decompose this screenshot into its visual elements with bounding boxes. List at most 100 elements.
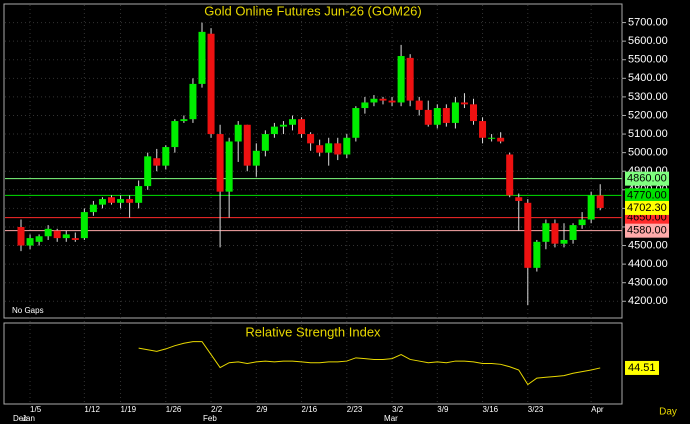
x-tick-label: 3/2 (392, 405, 404, 414)
candle-body (98, 199, 106, 205)
level-label-bg (625, 171, 669, 186)
candle-body (180, 119, 188, 122)
y-tick-label: 5100.00 (628, 128, 668, 140)
candle-body (298, 119, 306, 135)
candle-body (144, 156, 152, 187)
candle-body (379, 98, 387, 101)
candle-body (44, 228, 52, 237)
candle-body (126, 199, 134, 203)
candle-body (316, 145, 324, 153)
candle-body (479, 121, 487, 138)
candle-body (135, 186, 143, 203)
candle-body (62, 234, 70, 239)
candle-body (397, 56, 405, 103)
rsi-line (138, 341, 601, 386)
candle-body (524, 202, 532, 268)
candle-body (89, 204, 97, 213)
month-label: Mar (384, 414, 398, 423)
candle-body (352, 108, 360, 138)
candle-body (207, 33, 215, 135)
candle-body (26, 238, 34, 246)
candle-body (587, 195, 595, 220)
month-label: Dec (13, 414, 27, 423)
y-tick-label: 5000.00 (628, 147, 668, 159)
candle-body (307, 134, 315, 144)
candle-body (261, 134, 269, 151)
level-label-bg (625, 223, 669, 238)
candle-body (53, 230, 61, 239)
candle-body (35, 236, 43, 242)
y-tick-label: 5200.00 (628, 109, 668, 121)
x-axis-label: Day (659, 407, 677, 418)
x-tick-label: 2/16 (302, 405, 318, 414)
level-label: 4770.00 (627, 189, 667, 201)
x-tick-label: 1/19 (121, 405, 137, 414)
candle-body (71, 238, 79, 240)
last-price-label: 4702.30 (627, 202, 667, 214)
candle-body (270, 126, 278, 135)
chart-title: Gold Online Futures Jun-26 (GOM26) (204, 3, 421, 18)
level-label: 4580.00 (627, 225, 667, 237)
rsi-title: Relative Strength Index (245, 324, 381, 339)
candle-body (442, 108, 450, 123)
candle-body (279, 124, 287, 127)
y-tick-label: 4500.00 (628, 239, 668, 251)
candle-body (488, 137, 496, 139)
candle-body (569, 225, 577, 240)
x-tick-label: 1/26 (166, 405, 182, 414)
candle-body (243, 124, 251, 166)
candle-body (198, 31, 206, 84)
rsi-last-label: 44.51 (628, 362, 656, 374)
candle-body (225, 141, 233, 192)
x-tick-label: 2/23 (347, 405, 363, 414)
month-label: Jan (22, 414, 35, 423)
candle-body (189, 83, 197, 120)
x-tick-label: 3/16 (483, 405, 499, 414)
rsi-label-bg (625, 360, 659, 375)
candle-body (596, 195, 604, 208)
candle-body (415, 100, 423, 110)
x-tick-label: 2/9 (256, 405, 268, 414)
candle-body (343, 137, 351, 155)
y-tick-label: 4400.00 (628, 258, 668, 270)
candle-body (334, 143, 342, 155)
candle-body (497, 137, 505, 142)
candle-body (406, 57, 414, 101)
candle-body (171, 121, 179, 148)
candle-body (108, 197, 115, 203)
candle-body (80, 212, 88, 239)
candle-body (370, 98, 378, 103)
candle-body (162, 147, 170, 166)
candle-body (117, 199, 125, 203)
y-tick-label: 4200.00 (628, 295, 668, 307)
candle-body (325, 143, 333, 153)
candle-body (433, 108, 441, 125)
candle-body (289, 119, 296, 125)
y-tick-label: 5300.00 (628, 91, 668, 103)
candle-body (515, 197, 523, 201)
candle-body (470, 104, 477, 122)
candle-body (234, 124, 242, 142)
candle-body (361, 102, 369, 109)
x-tick-label: 1/5 (30, 405, 42, 414)
y-tick-label: 5700.00 (628, 16, 668, 28)
x-tick-label: 3/23 (528, 405, 544, 414)
month-label: Feb (203, 414, 217, 423)
candle-body (533, 241, 541, 268)
candle-body (216, 134, 224, 192)
note: No Gaps (12, 306, 44, 315)
candle-body (506, 154, 514, 196)
candle-body (578, 219, 586, 226)
y-tick-label: 5500.00 (628, 54, 668, 66)
x-tick-label: 2/2 (211, 405, 223, 414)
last-price-bg (625, 200, 669, 215)
candle-body (17, 226, 25, 246)
level-label-bg (625, 188, 669, 203)
candle-body (388, 100, 396, 103)
rsi-panel (3, 322, 623, 405)
candle-body (542, 223, 550, 242)
x-tick-label: 1/12 (84, 405, 100, 414)
y-tick-label: 5400.00 (628, 72, 668, 84)
candle-body (153, 158, 161, 166)
